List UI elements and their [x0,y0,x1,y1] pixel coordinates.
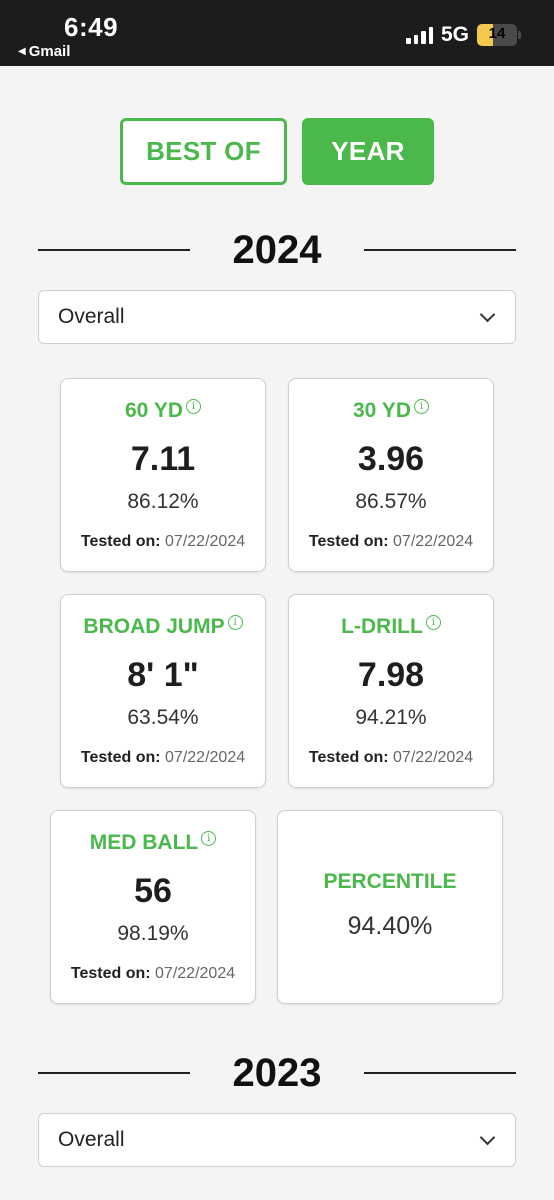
percentile-value: 94.40% [347,912,433,940]
metric-card-60yd[interactable]: 60 YD i 7.11 86.12% Tested on: 07/22/2024 [60,378,266,572]
heading-rule-right [363,249,516,251]
metric-label: MED BALL i [51,831,255,855]
tested-on: Tested on: 07/22/2024 [80,533,246,550]
clock: 6:49 [64,12,119,42]
info-icon[interactable]: i [425,615,441,630]
back-app-label: Gmail [28,43,71,60]
metric-card-30yd[interactable]: 30 YD i 3.96 86.57% Tested on: 07/22/2024 [288,378,494,572]
tested-on: Tested on: 07/22/2024 [80,749,246,766]
metric-percent: 86.57% [355,490,427,513]
metric-percent: 98.19% [117,922,189,945]
year-title: 2024 [232,227,322,272]
metric-label: 60 YD i [61,399,265,423]
metric-card-med-ball[interactable]: MED BALL i 56 98.19% Tested on: 07/22/202… [50,810,256,1004]
info-icon[interactable]: i [186,399,201,414]
tested-on: Tested on: 07/22/2024 [70,965,236,982]
metric-percent: 94.21% [355,706,427,729]
info-icon[interactable]: i [201,831,217,846]
metric-value: 7.98 [357,656,425,694]
chevron-down-icon [479,306,496,322]
info-icon[interactable]: i [227,615,243,630]
network-type: 5G [441,23,470,46]
metric-label: L-DRILL i [289,615,493,639]
battery-level: 14 [488,25,506,42]
tested-on: Tested on: 07/22/2024 [308,533,474,550]
percentile-card: PERCENTILE 94.40% [277,810,503,1004]
heading-rule-left [38,1072,190,1074]
metric-value: 8' 1" [127,656,199,694]
metric-percent: 63.54% [127,706,199,729]
metric-value: 7.11 [130,440,196,478]
metric-card-broad-jump[interactable]: BROAD JUMP i 8' 1" 63.54% Tested on: 07/2… [60,594,266,788]
chevron-down-icon [479,1129,496,1145]
heading-rule-right [363,1072,516,1074]
filter-select-2024[interactable]: Overall [38,290,516,344]
battery-icon: 14 [477,24,517,46]
battery-nub [518,31,521,39]
metric-card-l-drill[interactable]: L-DRILL i 7.98 94.21% Tested on: 07/22/20… [288,594,494,788]
metric-label: 30 YD i [289,399,493,423]
year-heading-2024: 2024 [38,227,516,272]
status-bar: 6:49 ◀ Gmail 5G 14 [0,0,554,66]
info-icon[interactable]: i [414,399,429,414]
filter-select-2023[interactable]: Overall [38,1113,516,1167]
percentile-label: PERCENTILE [323,870,457,893]
metric-value: 3.96 [357,440,425,478]
metric-percent: 86.12% [127,490,199,513]
back-arrow-icon: ◀ [18,46,26,57]
best-of-button[interactable]: BEST OF [120,118,287,185]
back-to-app-link[interactable]: ◀ Gmail [18,43,70,60]
year-button[interactable]: YEAR [302,118,434,185]
metric-label: BROAD JUMP i [61,615,265,639]
heading-rule-left [38,249,190,251]
tested-on: Tested on: 07/22/2024 [308,749,474,766]
year-title: 2023 [232,1050,322,1095]
signal-icon [406,26,433,44]
metric-value: 56 [134,872,172,910]
year-heading-2023: 2023 [38,1050,516,1095]
filter-select-value: Overall [58,1128,125,1151]
filter-select-value: Overall [58,305,125,328]
